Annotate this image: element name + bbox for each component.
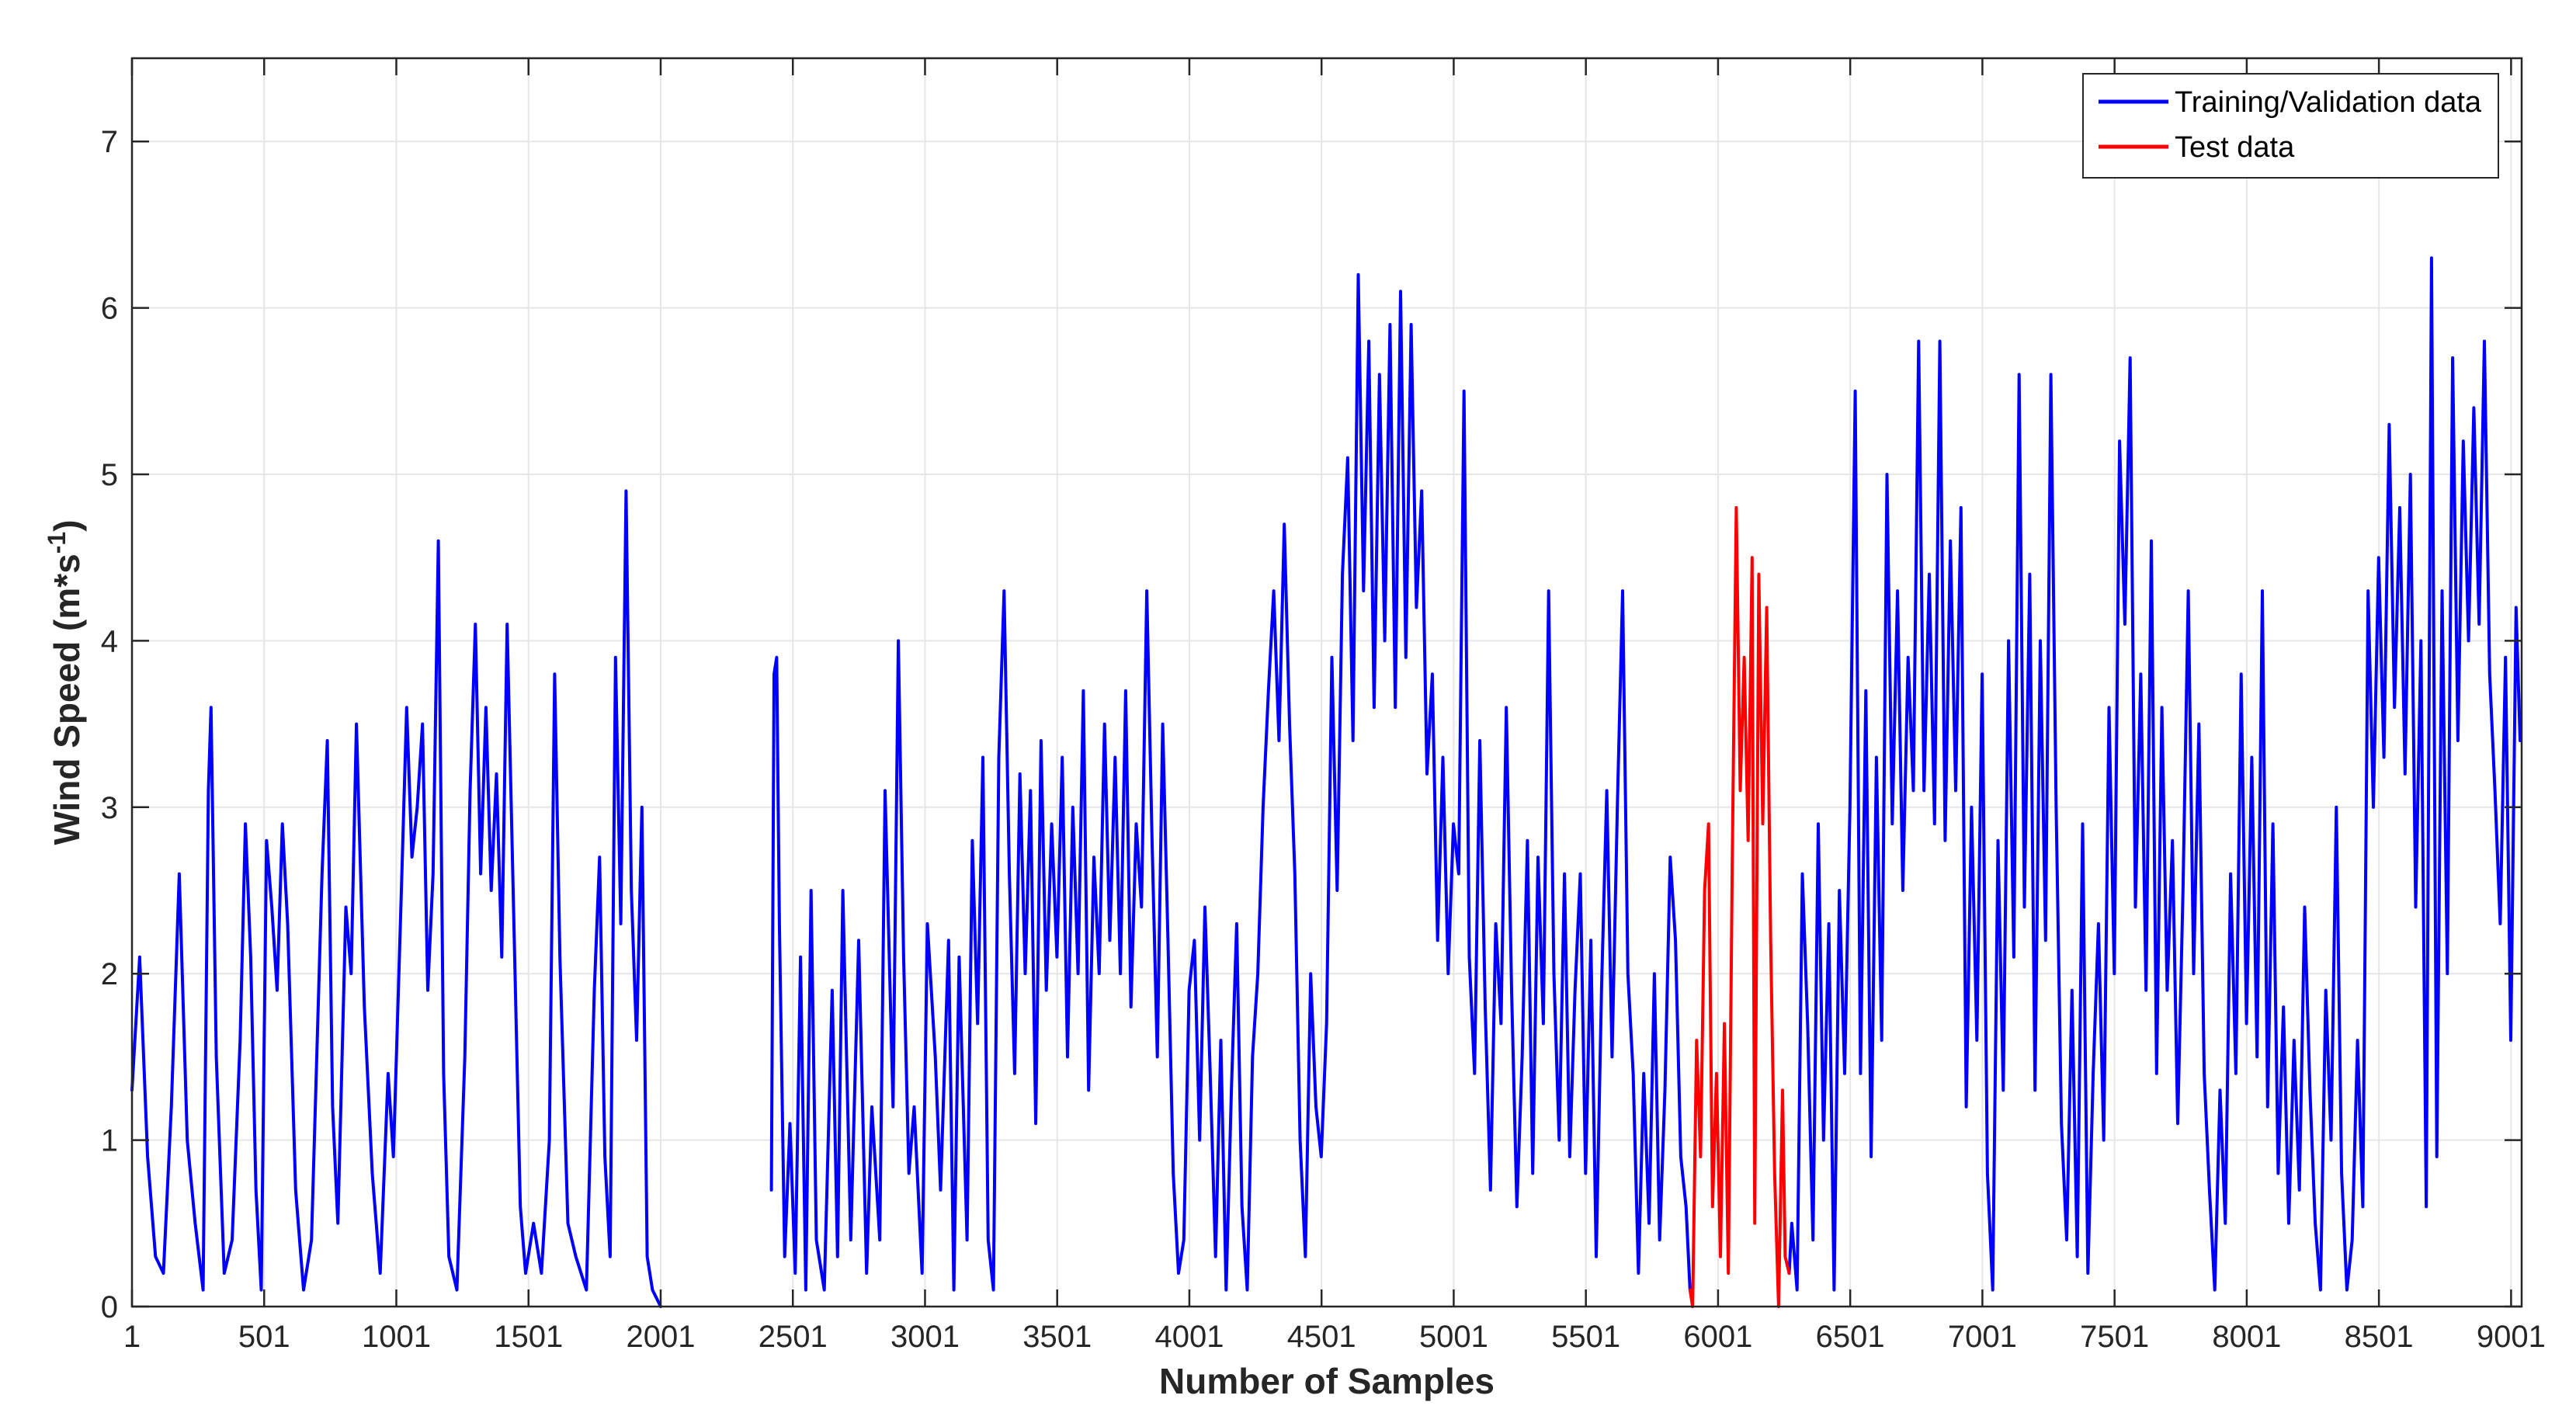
- x-tick-label: 2501: [759, 1320, 828, 1354]
- x-tick-label: 9001: [2477, 1320, 2546, 1354]
- legend-box: [2082, 73, 2499, 179]
- training-validation-line: [769, 272, 1692, 1292]
- x-tick-label: 8501: [2345, 1320, 2414, 1354]
- legend: Training/Validation data Test data: [2082, 73, 2499, 179]
- y-tick-label: 2: [101, 957, 118, 991]
- axis-ticks: 1 501 1001 1501 2001 2501 3001 3501 4001 4501 5001…: [101, 58, 2546, 1354]
- y-axis-title-superscript: -1: [43, 532, 71, 554]
- x-tick-label: 1501: [494, 1320, 563, 1354]
- y-axis-title-close: ): [47, 519, 87, 531]
- training-validation-line: [1787, 256, 2522, 1292]
- x-tick-label: 3501: [1022, 1320, 1092, 1354]
- x-tick-label: 4001: [1154, 1320, 1224, 1354]
- x-tick-label: 5501: [1551, 1320, 1620, 1354]
- training-validation-line: [130, 489, 662, 1308]
- x-tick-label: 6001: [1683, 1320, 1752, 1354]
- x-axis-title: Number of Samples: [1159, 1361, 1495, 1401]
- y-axis-title-main: Wind Speed (m*s: [47, 554, 87, 845]
- plot-frame: [130, 57, 2523, 1308]
- y-tick-label: 1: [101, 1124, 118, 1158]
- x-tick-label: 6501: [1816, 1320, 1885, 1354]
- test-data-line: [1688, 505, 1791, 1308]
- x-tick-label: 1001: [362, 1320, 431, 1354]
- y-axis-title: Wind Speed (m*s-1): [43, 519, 87, 845]
- y-tick-label: 0: [101, 1290, 118, 1324]
- x-tick-label: 8001: [2212, 1320, 2281, 1354]
- y-tick-label: 7: [101, 125, 118, 159]
- series-lines: [130, 256, 2522, 1308]
- y-tick-label: 4: [101, 624, 118, 658]
- y-tick-label: 5: [101, 458, 118, 492]
- legend-label-test: Test data: [2175, 131, 2295, 164]
- x-tick-label: 5001: [1419, 1320, 1488, 1354]
- x-tick-label: 4501: [1287, 1320, 1356, 1354]
- x-tick-label: 7501: [2080, 1320, 2149, 1354]
- legend-label-training: Training/Validation data: [2175, 86, 2482, 119]
- x-tick-label: 2001: [626, 1320, 695, 1354]
- x-tick-label: 3001: [890, 1320, 960, 1354]
- x-tick-label: 7001: [1948, 1320, 2017, 1354]
- x-tick-label: 501: [238, 1320, 290, 1354]
- plot-background: [132, 58, 2522, 1307]
- y-tick-label: 6: [101, 292, 118, 326]
- x-tick-label: 1: [123, 1320, 141, 1354]
- y-tick-label: 3: [101, 791, 118, 825]
